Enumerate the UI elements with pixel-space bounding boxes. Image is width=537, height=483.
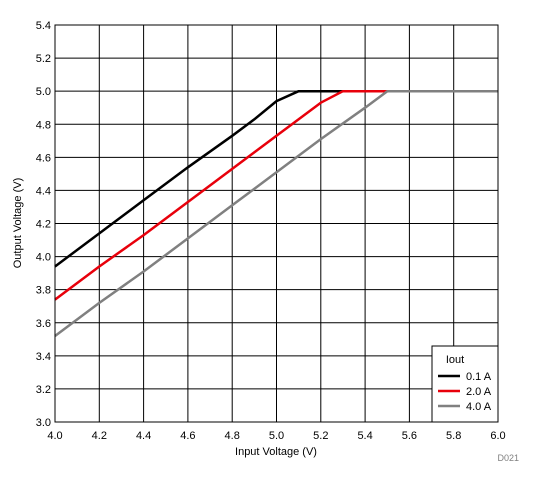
y-tick-labels: 3.0 3.2 3.4 3.6 3.8 4.0 4.2 4.4 4.6 4.8 5.0 5.2 5.4: [36, 20, 51, 429]
x-tick-label: 4.4: [136, 430, 151, 442]
y-tick-label: 4.8: [36, 119, 51, 131]
x-tick-labels: 4.0 4.2 4.4 4.6 4.8 5.0 5.2 5.4 5.6 5.8 6.0: [47, 430, 505, 442]
legend-label-2: 4.0 A: [466, 401, 492, 413]
y-axis-label: Output Voltage (V): [12, 178, 24, 269]
y-tick-label: 5.0: [36, 86, 51, 98]
y-tick-label: 5.2: [36, 53, 51, 65]
y-tick-label: 4.0: [36, 252, 51, 264]
series-line-1: [54, 89, 498, 301]
x-tick-label: 4.2: [92, 430, 107, 442]
x-tick-label: 6.0: [490, 430, 505, 442]
y-tick-label: 4.4: [36, 185, 51, 197]
series-line-0: [54, 89, 498, 268]
y-tick-label: 3.2: [36, 384, 51, 396]
y-tick-label: 3.6: [36, 318, 51, 330]
series-line-2: [54, 89, 498, 338]
legend-title: Iout: [446, 354, 464, 366]
x-tick-label: 4.0: [47, 430, 62, 442]
legend-box: [431, 345, 499, 423]
x-tick-label: 5.2: [313, 430, 328, 442]
x-tick-label: 4.6: [180, 430, 195, 442]
series-layer: [54, 89, 498, 338]
legend-entries: 0.1 A 2.0 A 4.0 A: [438, 371, 492, 413]
legend-label-0: 0.1 A: [466, 371, 492, 383]
y-tick-label: 4.6: [36, 152, 51, 164]
x-tick-label: 5.6: [402, 430, 417, 442]
legend: Iout 0.1 A 2.0 A 4.0 A: [431, 345, 499, 423]
legend-label-1: 2.0 A: [466, 386, 492, 398]
figure-id: D021: [497, 453, 519, 463]
y-tick-label: 3.4: [36, 351, 51, 363]
y-tick-label: 3.0: [36, 417, 51, 429]
y-tick-label: 4.2: [36, 219, 51, 231]
x-tick-label: 5.4: [357, 430, 372, 442]
x-tick-label: 4.8: [225, 430, 240, 442]
x-axis-label: Input Voltage (V): [235, 446, 317, 458]
plot-frame: [54, 24, 499, 423]
x-tick-label: 5.0: [269, 430, 284, 442]
y-tick-label: 3.8: [36, 285, 51, 297]
x-tick-label: 5.8: [446, 430, 461, 442]
y-tick-label: 5.4: [36, 20, 51, 32]
